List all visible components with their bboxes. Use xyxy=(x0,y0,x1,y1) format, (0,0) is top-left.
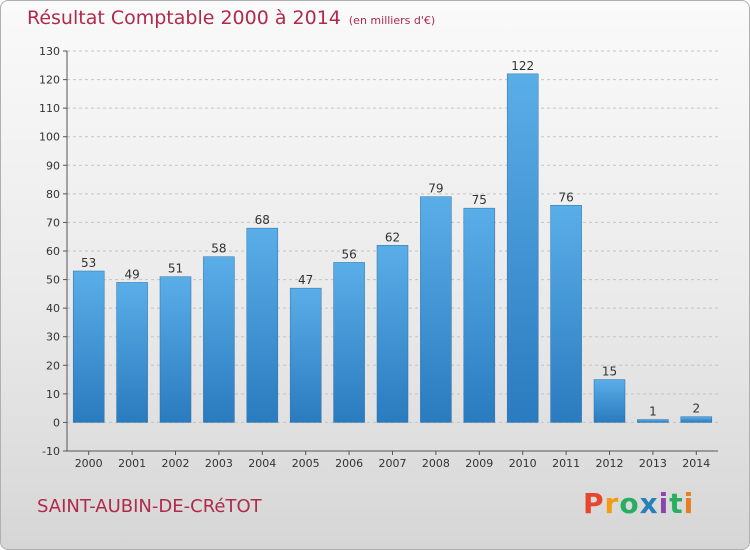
logo-letter: i xyxy=(658,487,670,520)
y-tick-label: 80 xyxy=(46,188,60,201)
value-label-2002: 51 xyxy=(168,262,183,276)
y-tick-label: 60 xyxy=(46,245,60,258)
value-label-2014: 2 xyxy=(692,402,700,416)
value-label-2008: 79 xyxy=(428,182,443,196)
y-tick-label: 100 xyxy=(39,131,60,144)
x-tick-label-2012: 2012 xyxy=(596,457,624,470)
value-label-2011: 76 xyxy=(558,190,573,204)
bar-2008 xyxy=(420,196,452,423)
x-tick-label-2007: 2007 xyxy=(379,457,407,470)
logo-letter: P xyxy=(583,487,605,520)
y-tick-label: 20 xyxy=(46,359,60,372)
y-tick-label: 110 xyxy=(39,102,60,115)
x-tick-label-2003: 2003 xyxy=(205,457,233,470)
bar-2003 xyxy=(203,256,235,423)
x-tick-label-2001: 2001 xyxy=(118,457,146,470)
value-label-2004: 68 xyxy=(255,213,270,227)
bar-2010 xyxy=(506,73,539,423)
value-label-2001: 49 xyxy=(124,267,139,281)
value-label-2006: 56 xyxy=(341,247,356,261)
proxiti-logo: Proxiti xyxy=(583,487,694,520)
logo-letter: i xyxy=(683,487,695,520)
place-name: SAINT-AUBIN-DE-CRéTOT xyxy=(37,496,262,517)
bar-2004 xyxy=(246,227,279,423)
bar-2009 xyxy=(463,207,496,423)
value-label-2012: 15 xyxy=(602,365,617,379)
x-tick-label-2010: 2010 xyxy=(509,457,537,470)
logo-letter: x xyxy=(639,487,659,520)
bar-2013 xyxy=(637,419,669,423)
bar-2000 xyxy=(72,270,105,423)
y-tick-label: 0 xyxy=(53,416,60,429)
bar-2014 xyxy=(680,416,713,423)
x-tick-label-2008: 2008 xyxy=(422,457,450,470)
y-tick-label: 120 xyxy=(39,74,60,87)
bar-2007 xyxy=(376,245,409,423)
chart-title-text: Résultat Comptable 2000 à 2014 xyxy=(27,7,341,29)
logo-letter: t xyxy=(669,487,684,520)
x-tick-label-2014: 2014 xyxy=(682,457,710,470)
y-tick-label: 70 xyxy=(46,216,60,229)
logo-letter: o xyxy=(619,487,640,520)
y-tick-label: 130 xyxy=(39,45,60,58)
bar-2012 xyxy=(593,379,626,423)
chart-subtitle: (en milliers d'€) xyxy=(348,14,436,27)
value-label-2007: 62 xyxy=(385,230,400,244)
bar-2001 xyxy=(116,282,148,423)
value-label-2003: 58 xyxy=(211,242,226,256)
x-tick-label-2011: 2011 xyxy=(552,457,580,470)
logo-letter: r xyxy=(604,487,620,520)
x-tick-label-2002: 2002 xyxy=(162,457,190,470)
value-label-2000: 53 xyxy=(81,256,96,270)
bar-2006 xyxy=(333,262,365,423)
y-tick-label: -10 xyxy=(42,445,60,458)
y-tick-label: 50 xyxy=(46,274,60,287)
x-tick-label-2009: 2009 xyxy=(465,457,493,470)
value-label-2010: 122 xyxy=(511,59,534,73)
y-tick-label: 30 xyxy=(46,331,60,344)
chart-title: Résultat Comptable 2000 à 2014 (en millie… xyxy=(27,7,435,29)
value-label-2009: 75 xyxy=(472,193,487,207)
x-tick-label-2006: 2006 xyxy=(335,457,363,470)
bar-2002 xyxy=(159,276,192,423)
value-label-2005: 47 xyxy=(298,273,313,287)
x-tick-label-2005: 2005 xyxy=(292,457,320,470)
value-label-2013: 1 xyxy=(649,405,657,419)
x-tick-label-2013: 2013 xyxy=(639,457,667,470)
bar-2011 xyxy=(550,205,582,423)
x-tick-label-2004: 2004 xyxy=(248,457,276,470)
x-tick-label-2000: 2000 xyxy=(75,457,103,470)
y-tick-label: 40 xyxy=(46,302,60,315)
y-tick-label: 10 xyxy=(46,388,60,401)
y-tick-label: 90 xyxy=(46,159,60,172)
bar-2005 xyxy=(289,287,322,423)
